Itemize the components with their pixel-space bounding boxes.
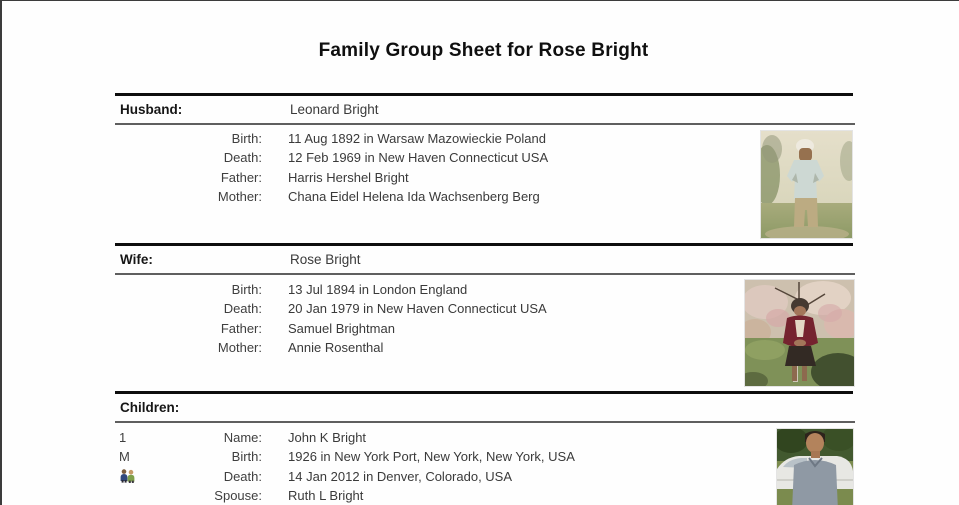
field-label: Mother:	[217, 188, 262, 204]
field-value: John K Bright	[288, 430, 367, 445]
husband-section-label: Husband:	[120, 102, 183, 117]
field-value: Annie Rosenthal	[288, 339, 384, 355]
field-label: Death:	[223, 468, 262, 484]
field-label: Name:	[223, 430, 262, 445]
wife-father-row: Father: Samuel Brightman	[115, 319, 775, 338]
husband-header-rule	[115, 123, 855, 125]
wife-section-top-rule	[115, 243, 853, 246]
field-value: 12 Feb 1969 in New Haven Connecticut USA	[288, 150, 549, 166]
wife-header-rule	[115, 273, 855, 275]
field-value: Ruth L Bright	[288, 487, 364, 503]
field-label: Birth:	[231, 131, 262, 146]
field-value: 13 Jul 1894 in London England	[288, 282, 468, 297]
husband-photo	[760, 130, 853, 239]
husband-birth-row: Birth: 11 Aug 1892 in Warsaw Mazowieckie…	[115, 129, 775, 148]
husband-name: Leonard Bright	[290, 102, 379, 117]
field-label: Father:	[220, 320, 262, 336]
field-label: Death:	[223, 150, 262, 166]
field-value: 14 Jan 2012 in Denver, Colorado, USA	[288, 468, 513, 484]
field-label: Birth:	[231, 449, 262, 465]
child-number: 1	[119, 430, 127, 445]
children-section-label: Children:	[120, 400, 180, 415]
wife-death-row: Death: 20 Jan 1979 in New Haven Connecti…	[115, 299, 775, 318]
wife-name: Rose Bright	[290, 252, 361, 267]
husband-mother-row: Mother: Chana Eidel Helena Ida Wachsenbe…	[115, 187, 775, 206]
child-name-row: Name: John K Bright	[115, 428, 775, 447]
wife-header-row: Wife: Rose Bright	[115, 249, 852, 271]
field-value: 1926 in New York Port, New York, New Yor…	[288, 449, 575, 465]
wife-birth-row: Birth: 13 Jul 1894 in London England	[115, 280, 775, 299]
children-header-rule	[115, 421, 855, 423]
field-value: Chana Eidel Helena Ida Wachsenberg Berg	[288, 188, 540, 204]
field-label: Father:	[220, 169, 262, 185]
wife-mother-row: Mother: Annie Rosenthal	[115, 338, 775, 357]
wife-photo	[744, 279, 855, 387]
field-value: Harris Hershel Bright	[288, 169, 409, 185]
page-title: Family Group Sheet for Rose Bright	[318, 40, 649, 61]
field-value: 20 Jan 1979 in New Haven Connecticut USA	[288, 301, 547, 317]
children-header-row: Children:	[115, 397, 852, 419]
husband-father-row: Father: Harris Hershel Bright	[115, 168, 775, 187]
child-birth-row: Birth: 1926 in New York Port, New York, …	[115, 447, 775, 466]
field-label: Spouse:	[214, 487, 262, 503]
child-1-photo	[776, 428, 854, 505]
husband-section-top-rule	[115, 93, 853, 96]
child-death-row: Death: 14 Jan 2012 in Denver, Colorado, …	[115, 467, 775, 486]
children-section-top-rule	[115, 391, 853, 394]
field-label: Mother:	[217, 339, 262, 355]
field-value: Samuel Brightman	[288, 320, 395, 336]
husband-death-row: Death: 12 Feb 1969 in New Haven Connecti…	[115, 148, 775, 167]
child-sex: M	[119, 449, 130, 465]
child-spouse-row: Spouse: Ruth L Bright	[115, 486, 775, 505]
husband-header-row: Husband: Leonard Bright	[115, 99, 852, 121]
field-label: Death:	[223, 301, 262, 317]
child-1-markers: 1 M	[119, 428, 159, 486]
field-label: Birth:	[231, 282, 262, 297]
field-value: 11 Aug 1892 in Warsaw Mazowieckie Poland	[288, 131, 546, 146]
child-1-fields: Name: John K Bright Birth: 1926 in New Y…	[115, 428, 775, 505]
wife-fields: Birth: 13 Jul 1894 in London England Dea…	[115, 280, 775, 357]
wife-section-label: Wife:	[120, 252, 153, 267]
husband-fields: Birth: 11 Aug 1892 in Warsaw Mazowieckie…	[115, 129, 775, 206]
couple-icon	[119, 467, 159, 486]
